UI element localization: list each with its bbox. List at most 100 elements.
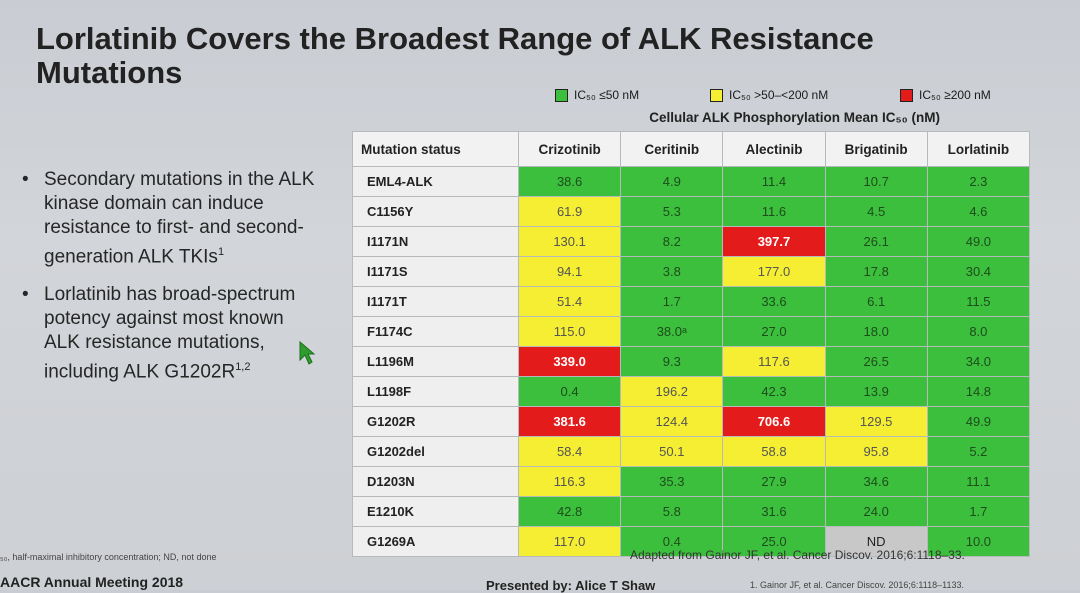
- ic50-value-cell: 58.8: [722, 436, 826, 467]
- presenter-credit: Presented by: Alice T Shaw: [486, 578, 656, 593]
- ic50-value-cell: 9.3: [620, 346, 724, 377]
- legend-swatch: [710, 88, 723, 102]
- ic50-value-cell: 10.7: [824, 166, 928, 197]
- ic50-value-cell: 61.9: [517, 196, 622, 227]
- table-row: G1202del 58.4 50.1 58.8 95.8 5.2: [352, 436, 1031, 467]
- ic50-value-cell: 11.6: [722, 196, 826, 227]
- mutation-cell: G1202R: [352, 406, 519, 437]
- bullet-dot: •: [22, 169, 29, 190]
- ic50-value-cell: 49.9: [926, 406, 1031, 437]
- adapted-citation: Adapted from Gainor JF, et al. Cancer Di…: [630, 548, 965, 562]
- ic50-value-cell: 11.1: [926, 466, 1031, 497]
- mutation-cell: G1269A: [352, 526, 519, 557]
- ic50-value-cell: 24.0: [824, 496, 928, 527]
- mutation-cell: C1156Y: [352, 196, 519, 227]
- ic50-value-cell: 339.0: [517, 346, 622, 377]
- ic50-value-cell: 115.0: [517, 316, 622, 347]
- bullet-list: • Secondary mutations in the ALK kinase …: [22, 168, 322, 399]
- ic50-value-cell: 117.0: [517, 526, 622, 557]
- header-crizotinib: Crizotinib: [517, 131, 622, 167]
- table-row: G1269A 117.0 0.4 25.0 ND 10.0: [352, 526, 1031, 557]
- ic50-value-cell: 129.5: [824, 406, 928, 437]
- ic50-value-cell: 116.3: [517, 466, 622, 497]
- ic50-value-cell: 38.6: [517, 166, 622, 197]
- ic50-value-cell: 14.8: [926, 376, 1031, 407]
- legend-label: IC₅₀ >50–<200 nM: [729, 88, 829, 102]
- ic50-value-cell: 130.1: [517, 226, 622, 257]
- table-row: I1171T 51.4 1.7 33.6 6.1 11.5: [352, 286, 1031, 317]
- ic50-value-cell: 26.5: [824, 346, 928, 377]
- ic50-value-cell: 397.7: [722, 226, 826, 257]
- legend-swatch: [555, 88, 568, 102]
- slide-title: Lorlatinib Covers the Broadest Range of …: [36, 21, 874, 90]
- mutation-cell: E1210K: [352, 496, 519, 527]
- header-ceritinib: Ceritinib: [620, 131, 724, 167]
- table-row: D1203N 116.3 35.3 27.9 34.6 11.1: [352, 466, 1031, 497]
- table-row: I1171S 94.1 3.8 177.0 17.8 30.4: [352, 256, 1031, 287]
- ic50-value-cell: 95.8: [824, 436, 928, 467]
- ic50-value-cell: 31.6: [722, 496, 826, 527]
- ic50-value-cell: 5.3: [620, 196, 724, 227]
- bullet-text: Lorlatinib has broad-spectrum potency ag…: [44, 284, 296, 383]
- mutation-cell: L1198F: [352, 376, 519, 407]
- table-row: F1174C 115.0 38.0ᵃ 27.0 18.0 8.0: [352, 316, 1031, 347]
- ic50-value-cell: 27.9: [722, 466, 826, 497]
- table-row: C1156Y 61.9 5.3 11.6 4.5 4.6: [352, 196, 1031, 227]
- ic50-value-cell: 2.3: [926, 166, 1031, 197]
- ic50-value-cell: 42.8: [517, 496, 622, 527]
- reference-note: 1. Gainor JF, et al. Cancer Discov. 2016…: [750, 580, 964, 590]
- ic50-value-cell: 17.8: [824, 256, 928, 287]
- mutation-cell: EML4-ALK: [352, 166, 519, 197]
- table-row: L1198F 0.4 196.2 42.3 13.9 14.8: [352, 376, 1031, 407]
- ic50-value-cell: 0.4: [620, 526, 724, 557]
- ic50-value-cell: 35.3: [620, 466, 724, 497]
- ic50-value-cell: 18.0: [824, 316, 928, 347]
- mutation-cell: I1171N: [352, 226, 519, 257]
- bullet-item: • Secondary mutations in the ALK kinase …: [22, 168, 322, 269]
- bullet-item: • Lorlatinib has broad-spectrum potency …: [22, 283, 322, 384]
- ic50-value-cell: 34.6: [824, 466, 928, 497]
- ic50-value-cell: 8.2: [620, 226, 724, 257]
- legend: IC₅₀ ≤50 nM IC₅₀ >50–<200 nM IC₅₀ ≥200 n…: [555, 88, 1025, 108]
- footnote: ₅₀, half-maximal inhibitory concentratio…: [0, 552, 217, 562]
- ic50-value-cell: 381.6: [517, 406, 622, 437]
- bullet-dot: •: [22, 284, 29, 306]
- legend-item-mid: IC₅₀ >50–<200 nM: [710, 88, 828, 102]
- ic50-value-cell: 58.4: [517, 436, 622, 467]
- arrow-cursor-icon: [299, 340, 316, 365]
- ic50-value-cell: 51.4: [517, 286, 622, 317]
- meeting-name: AACR Annual Meeting 2018: [0, 574, 184, 590]
- legend-item-high: IC₅₀ ≥200 nM: [900, 88, 991, 102]
- ic50-value-cell: 0.4: [517, 376, 622, 407]
- ic50-value-cell: 4.9: [620, 166, 724, 197]
- ic50-value-cell: 124.4: [620, 406, 724, 437]
- legend-swatch: [900, 88, 913, 102]
- ic50-value-cell: 49.0: [926, 226, 1031, 257]
- table-row: I1171N 130.1 8.2 397.7 26.1 49.0: [352, 226, 1031, 257]
- mutation-cell: F1174C: [352, 316, 519, 347]
- header-brigatinib: Brigatinib: [824, 131, 928, 167]
- ic50-value-cell: 5.8: [620, 496, 724, 527]
- ic50-value-cell: 1.7: [926, 496, 1031, 527]
- ic50-value-cell: 11.5: [926, 286, 1031, 317]
- mutation-cell: I1171T: [352, 286, 519, 317]
- ic50-value-cell: 30.4: [926, 256, 1031, 287]
- legend-item-low: IC₅₀ ≤50 nM: [555, 88, 639, 102]
- table-row: L1196M 339.0 9.3 117.6 26.5 34.0: [352, 346, 1031, 377]
- ic50-value-cell: 33.6: [722, 286, 826, 317]
- ic50-value-cell: 177.0: [722, 256, 826, 287]
- ic50-value-cell: 8.0: [926, 316, 1031, 347]
- header-alectinib: Alectinib: [722, 131, 826, 167]
- table-caption: Cellular ALK Phosphorylation Mean IC₅₀ (…: [649, 110, 940, 125]
- table-row: E1210K 42.8 5.8 31.6 24.0 1.7: [352, 496, 1031, 527]
- ic50-value-cell: 26.1: [824, 226, 928, 257]
- ic50-value-cell: 4.5: [824, 196, 928, 227]
- ic50-value-cell: 27.0: [722, 316, 826, 347]
- ic50-value-cell: 13.9: [824, 376, 928, 407]
- mutation-cell: D1203N: [352, 466, 519, 497]
- ic50-value-cell: 10.0: [926, 526, 1031, 557]
- ic50-value-cell: 25.0: [722, 526, 826, 557]
- ic50-value-cell: 42.3: [722, 376, 826, 407]
- mutation-cell: G1202del: [352, 436, 519, 467]
- ic50-value-cell: 6.1: [824, 286, 928, 317]
